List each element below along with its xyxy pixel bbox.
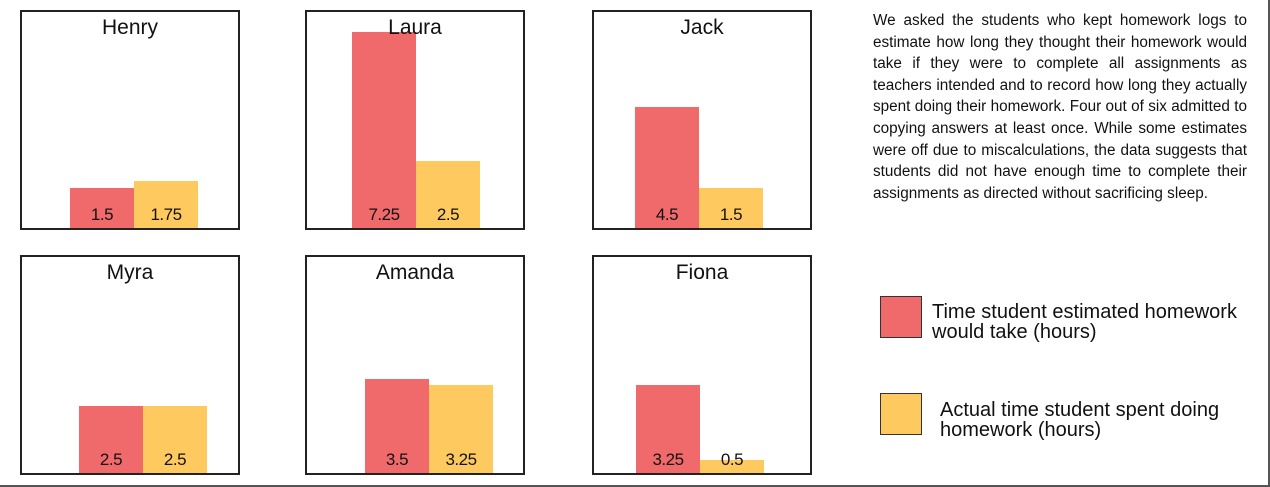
bar: 4.5 <box>635 106 699 228</box>
chart-panel: 1.5 1.75 Henry <box>20 10 240 230</box>
chart-title: Amanda <box>375 261 455 284</box>
bar: 0.5 <box>700 450 764 473</box>
data-label: 2.5 <box>436 205 460 224</box>
data-label: 4.5 <box>655 205 679 224</box>
chart-panel: 2.5 2.5 Myra <box>20 255 240 475</box>
bar: 3.25 <box>429 385 493 473</box>
chart-panel: 4.5 1.5 Jack <box>592 10 812 230</box>
data-label: 1.5 <box>719 205 743 224</box>
bar: 2.5 <box>79 405 143 473</box>
data-label: 7.25 <box>368 205 400 224</box>
chart-title: Myra <box>106 261 154 284</box>
data-label: 3.5 <box>385 450 409 469</box>
legend-label: Time student estimated homework would ta… <box>932 301 1237 343</box>
bar: 7.25 <box>352 32 416 228</box>
legend-swatch <box>880 296 922 338</box>
bar: 3.5 <box>365 378 429 473</box>
legend-swatch <box>880 393 922 435</box>
chart-title: Laura <box>388 16 442 39</box>
data-label: 2.5 <box>163 450 187 469</box>
description: We asked the students who kept homework … <box>873 12 1247 202</box>
data-label: 3.25 <box>445 450 477 469</box>
legend-label: Actual time student spent doing homework… <box>940 399 1220 441</box>
chart-title: Fiona <box>675 261 729 284</box>
chart-title: Jack <box>680 16 724 39</box>
data-label: 0.5 <box>720 450 744 469</box>
bar: 2.5 <box>143 405 207 473</box>
bar: 2.5 <box>416 160 480 228</box>
chart-title: Henry <box>101 16 159 39</box>
data-label: 2.5 <box>99 450 123 469</box>
data-label: 1.5 <box>90 205 114 224</box>
chart-panel: 7.25 2.5 Laura <box>305 10 525 230</box>
data-label: 3.25 <box>652 450 684 469</box>
bar: 1.5 <box>699 187 763 228</box>
bar: 1.75 <box>134 180 198 228</box>
bar: 3.25 <box>636 385 700 473</box>
bar: 1.5 <box>70 187 134 228</box>
chart-panel: 3.5 3.25 Amanda <box>305 255 525 475</box>
chart-panel: 3.25 0.5 Fiona <box>592 255 812 475</box>
data-label: 1.75 <box>150 205 182 224</box>
